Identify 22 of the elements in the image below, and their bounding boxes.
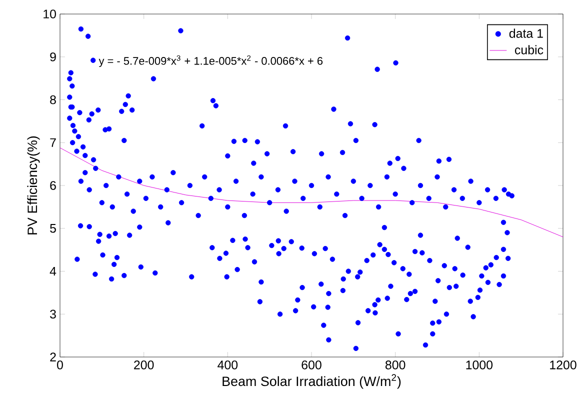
x-tick-label: 800 bbox=[385, 360, 406, 370]
y-tick-label: 3 bbox=[50, 310, 56, 319]
x-axis-title: Beam Solar Irradiation (W/m$^{2}$) bbox=[222, 374, 401, 389]
y-tick-label: 2 bbox=[50, 352, 56, 362]
y-tick-label: 4 bbox=[50, 266, 56, 276]
x-tick-label: 0 bbox=[57, 360, 63, 370]
y-tick-label: 9 bbox=[50, 52, 56, 62]
line-series bbox=[60, 148, 564, 238]
y-tick-label: 10 bbox=[44, 10, 56, 18]
legend-label: cubic bbox=[514, 45, 544, 54]
x-tick-label: 400 bbox=[218, 360, 238, 370]
y-axis-title: PV Efficiency(%) bbox=[27, 136, 40, 234]
x-tick-label: 600 bbox=[302, 360, 322, 370]
y-tick-label: 8 bbox=[50, 95, 56, 104]
y-tick-label: 7 bbox=[50, 138, 56, 147]
y-tick-label: 5 bbox=[50, 224, 56, 233]
x-tick-label: 200 bbox=[134, 360, 154, 370]
x-tick-label: 1000 bbox=[466, 360, 493, 370]
x-tick-label: 1200 bbox=[550, 360, 576, 370]
legend-label: data 1 bbox=[509, 28, 543, 38]
y-tick-label: 6 bbox=[50, 181, 56, 190]
annotation: y = - 5.7e-009*x$^{3}$ + 1.1e-005*x$^{2}$ - 0.0066*x + 6 bbox=[98, 55, 323, 67]
